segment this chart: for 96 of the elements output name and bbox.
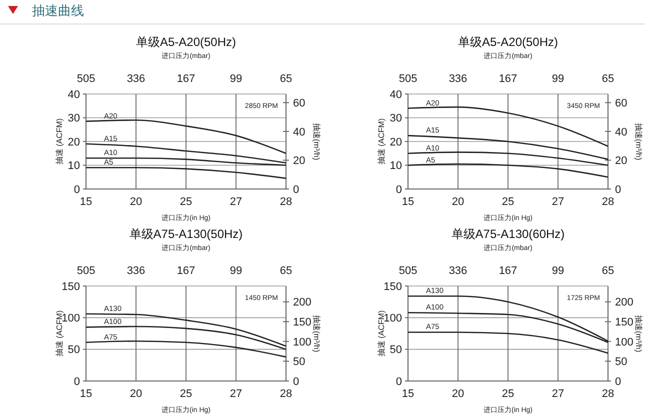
x-tick-label: 25 — [180, 196, 192, 208]
text: 505 — [398, 265, 418, 277]
x-tick-label: 28 — [602, 196, 614, 208]
y-axis-title: 抽速 (ACFM) — [377, 310, 386, 357]
y2-axis-title: 抽速(m³/h) — [634, 122, 643, 160]
text: 抽速曲线 — [32, 3, 84, 18]
y-tick-label: 150 — [384, 280, 402, 293]
y2-tick-label: 200 — [293, 296, 312, 309]
y-tick-label: 0 — [74, 184, 80, 196]
chart-title: 单级A75-A130(60Hz) — [451, 227, 565, 241]
x-tick-label: 25 — [502, 388, 514, 400]
y-tick-label: 50 — [68, 344, 80, 356]
y2-tick-label: 150 — [293, 316, 312, 328]
x-tick-label: 15 — [80, 196, 92, 208]
text: 336 — [126, 73, 146, 85]
y-tick-label: 100 — [384, 312, 402, 325]
y-tick-label: 10 — [68, 160, 80, 172]
line-series — [85, 313, 287, 347]
text: 167 — [498, 265, 518, 277]
y-tick-label: 30 — [390, 112, 402, 125]
y-tick-label: 20 — [390, 136, 402, 148]
y-tick-label: 0 — [396, 184, 402, 196]
line-series — [85, 166, 287, 179]
text: 65 — [280, 73, 292, 85]
y-tick-label: 0 — [396, 376, 402, 388]
text: 99 — [230, 265, 242, 277]
text: 336 — [448, 73, 468, 85]
text: 65 — [602, 265, 614, 277]
x-tick-label: 28 — [602, 388, 614, 400]
text: 167 — [176, 265, 196, 277]
x-tick-label: 20 — [130, 388, 142, 400]
y-tick-label: 30 — [68, 112, 80, 125]
line-series — [85, 119, 287, 154]
y2-axis-title: 抽速(m³/h) — [312, 122, 321, 160]
y2-tick-label: 40 — [293, 126, 306, 138]
x-tick-label: 25 — [502, 196, 514, 208]
x-tick-label: 27 — [230, 196, 242, 208]
y2-tick-label: 20 — [293, 155, 306, 168]
y2-axis-title: 抽速(m³/h) — [634, 314, 643, 352]
y2-tick-label: 100 — [293, 336, 312, 348]
text: 65 — [280, 265, 292, 277]
x-tick-label: 27 — [552, 196, 564, 208]
y2-tick-label: 60 — [293, 97, 306, 110]
y2-tick-label: 200 — [615, 296, 634, 309]
text: 505 — [398, 73, 418, 85]
text: 167 — [498, 73, 518, 85]
y-axis-title: 抽速 (ACFM) — [377, 118, 386, 165]
y-axis-title: 抽速 (ACFM) — [55, 310, 64, 357]
y2-tick-label: 50 — [293, 356, 306, 368]
x-tick-label: 15 — [402, 196, 414, 208]
text: 99 — [230, 73, 242, 85]
line-series — [407, 152, 609, 166]
y-tick-label: 20 — [68, 136, 80, 148]
chart-title: 单级A5-A20(50Hz) — [136, 35, 236, 49]
text: 505 — [76, 73, 96, 85]
line-series — [407, 163, 609, 178]
chart-title: 单级A75-A130(50Hz) — [129, 227, 243, 241]
y2-tick-label: 50 — [615, 356, 628, 368]
y2-tick-label: 40 — [615, 126, 628, 138]
y-tick-label: 40 — [390, 88, 402, 101]
y-tick-label: 10 — [390, 160, 402, 172]
y-tick-label: 40 — [68, 88, 80, 101]
y2-axis-title: 抽速(m³/h) — [312, 314, 321, 352]
y2-tick-label: 0 — [615, 184, 622, 196]
text: 336 — [126, 265, 146, 277]
x-tick-label: 25 — [180, 388, 192, 400]
y2-tick-label: 0 — [615, 376, 622, 388]
y-tick-label: 0 — [74, 376, 80, 388]
x-tick-label: 15 — [402, 388, 414, 400]
line-series — [85, 340, 287, 358]
text: 336 — [448, 265, 468, 277]
y-tick-label: 150 — [62, 280, 80, 293]
y-tick-label: 50 — [390, 344, 402, 356]
y2-tick-label: 100 — [615, 336, 634, 348]
line-series — [407, 332, 609, 354]
y2-tick-label: 150 — [615, 316, 634, 328]
y2-tick-label: 60 — [615, 97, 628, 110]
x-tick-label: 27 — [552, 388, 564, 400]
text: 505 — [76, 265, 96, 277]
chart-title: 单级A5-A20(50Hz) — [458, 35, 558, 49]
x-tick-label: 20 — [452, 388, 464, 400]
y-tick-label: 100 — [62, 312, 80, 325]
x-tick-label: 15 — [80, 388, 92, 400]
x-tick-label: 28 — [280, 196, 292, 208]
x-tick-label: 27 — [230, 388, 242, 400]
x-tick-label: 28 — [280, 388, 292, 400]
y2-tick-label: 0 — [293, 184, 300, 196]
x-tick-label: 20 — [130, 196, 142, 208]
text: 99 — [552, 73, 564, 85]
text: 65 — [602, 73, 614, 85]
y2-tick-label: 20 — [615, 155, 628, 168]
x-tick-label: 20 — [452, 196, 464, 208]
text: 99 — [552, 265, 564, 277]
y-axis-title: 抽速 (ACFM) — [55, 118, 64, 165]
y2-tick-label: 0 — [293, 376, 300, 388]
text: 167 — [176, 73, 196, 85]
